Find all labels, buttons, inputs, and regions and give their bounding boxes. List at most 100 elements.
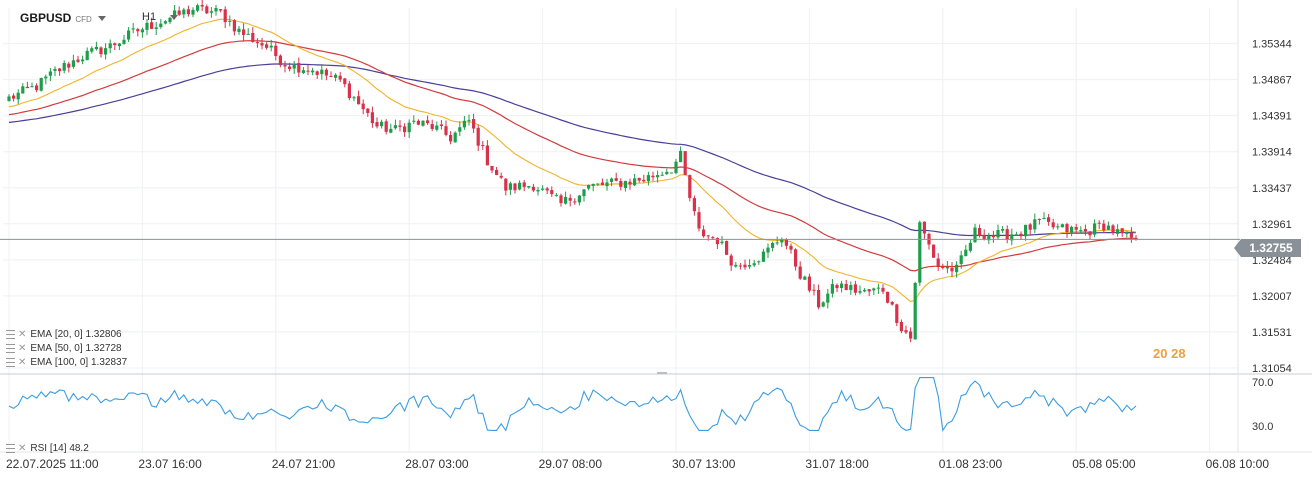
candle-bull [311, 70, 315, 73]
candle-bull [85, 50, 89, 61]
time-tick-label: 06.08 10:00 [1206, 457, 1270, 471]
candle-bear [1102, 223, 1106, 231]
symbol-selector[interactable]: GBPUSD CFD [20, 11, 106, 25]
candle-bear [789, 245, 793, 250]
menu-icon[interactable] [6, 344, 15, 353]
candle-bull [246, 33, 250, 35]
candle-bear [58, 68, 62, 72]
candle-bear [1129, 232, 1133, 238]
candle-bull [1125, 231, 1129, 234]
candle-bear [485, 145, 489, 166]
candle-bull [131, 28, 135, 30]
symbol-name: GBPUSD [20, 11, 72, 25]
close-icon[interactable]: ✕ [18, 357, 27, 368]
candle-bull [1033, 219, 1037, 230]
candle-bull [1060, 224, 1064, 228]
candle-bear [738, 265, 742, 267]
candle-bull [996, 230, 1000, 238]
candle-bull [467, 120, 471, 122]
candle-bull [748, 265, 752, 267]
candle-bear [260, 43, 264, 46]
price-tick-label: 1.31054 [1252, 363, 1292, 375]
close-icon[interactable]: ✕ [18, 443, 27, 454]
candle-bear [375, 122, 379, 127]
candle-bear [490, 165, 494, 171]
candle-bull [945, 267, 949, 269]
candle-bear [136, 29, 140, 32]
candle-bull [527, 186, 531, 188]
legend-ema20[interactable]: ✕ EMA [20, 0] 1.32806 [6, 328, 122, 341]
candle-bull [720, 241, 724, 244]
legend-ema50[interactable]: ✕ EMA [50, 0] 1.32728 [6, 342, 122, 355]
candle-bull [407, 122, 411, 133]
candle-bear [1037, 218, 1041, 220]
candle-bear [628, 181, 632, 185]
menu-icon[interactable] [6, 358, 15, 367]
legend-rsi[interactable]: ✕ RSI [14] 48.2 [6, 442, 89, 455]
candle-bull [656, 175, 660, 178]
candle-bear [347, 83, 351, 99]
time-tick-label: 24.07 21:00 [272, 457, 336, 471]
candle-bear [729, 255, 733, 266]
candle-bear [403, 126, 407, 133]
time-tick-label: 30.07 13:00 [672, 457, 736, 471]
candle-bull [30, 86, 34, 88]
countdown-value-a: 20 [1153, 346, 1168, 361]
candle-bear [499, 175, 503, 178]
candle-bear [559, 195, 563, 204]
timeframe-selector[interactable]: H1 [142, 11, 179, 23]
time-tick-label: 29.07 08:00 [539, 457, 603, 471]
candle-bear [982, 235, 986, 240]
candle-bear [1120, 228, 1124, 234]
indicator-params: [14] [49, 443, 67, 454]
menu-icon[interactable] [6, 330, 15, 339]
candle-bull [292, 63, 296, 69]
candle-bear [1074, 226, 1078, 230]
candle-bear [715, 238, 719, 245]
candle-bull [104, 48, 108, 55]
price-tick-label: 1.32484 [1252, 255, 1292, 267]
close-icon[interactable]: ✕ [18, 343, 27, 354]
candle-bull [803, 276, 807, 280]
candle-bull [771, 242, 775, 248]
candle-bull [987, 236, 991, 241]
candle-bear [867, 289, 871, 292]
candle-bear [886, 291, 890, 303]
candle-bear [899, 321, 903, 332]
candle-bear [798, 266, 802, 279]
candle-bear [619, 181, 623, 187]
time-tick-label: 31.07 18:00 [805, 457, 869, 471]
candle-bear [242, 29, 246, 35]
price-tick-label: 1.34391 [1252, 111, 1292, 123]
menu-icon[interactable] [6, 444, 15, 453]
candle-bull [605, 182, 609, 187]
candle-bear [398, 125, 402, 127]
candle-bull [462, 120, 466, 128]
candle-bull [122, 39, 126, 44]
time-tick-label: 23.07 16:00 [138, 457, 202, 471]
candle-bear [384, 121, 388, 132]
candle-bull [301, 70, 305, 74]
candle-bull [554, 194, 558, 196]
candle-bear [25, 86, 29, 89]
candle-bear [890, 302, 894, 305]
last-price-tag: 1.32755 [1234, 239, 1301, 257]
candle-bear [1134, 237, 1138, 240]
legend-ema100[interactable]: ✕ EMA [100, 0] 1.32837 [6, 356, 127, 369]
candle-bear [1005, 229, 1009, 240]
candle-bear [1083, 228, 1087, 232]
candle-bull [334, 74, 338, 78]
candle-bull [389, 128, 393, 133]
close-icon[interactable]: ✕ [18, 329, 27, 340]
candle-bull [610, 178, 614, 182]
rsi-tick-label: 30.0 [1252, 421, 1273, 433]
candle-bull [541, 188, 545, 190]
indicator-name: EMA [30, 329, 53, 340]
candle-bull [237, 28, 241, 33]
candle-bull [182, 9, 186, 15]
candle-bear [150, 22, 154, 29]
indicator-value: 1.32728 [85, 343, 122, 354]
candle-bear [338, 75, 342, 80]
